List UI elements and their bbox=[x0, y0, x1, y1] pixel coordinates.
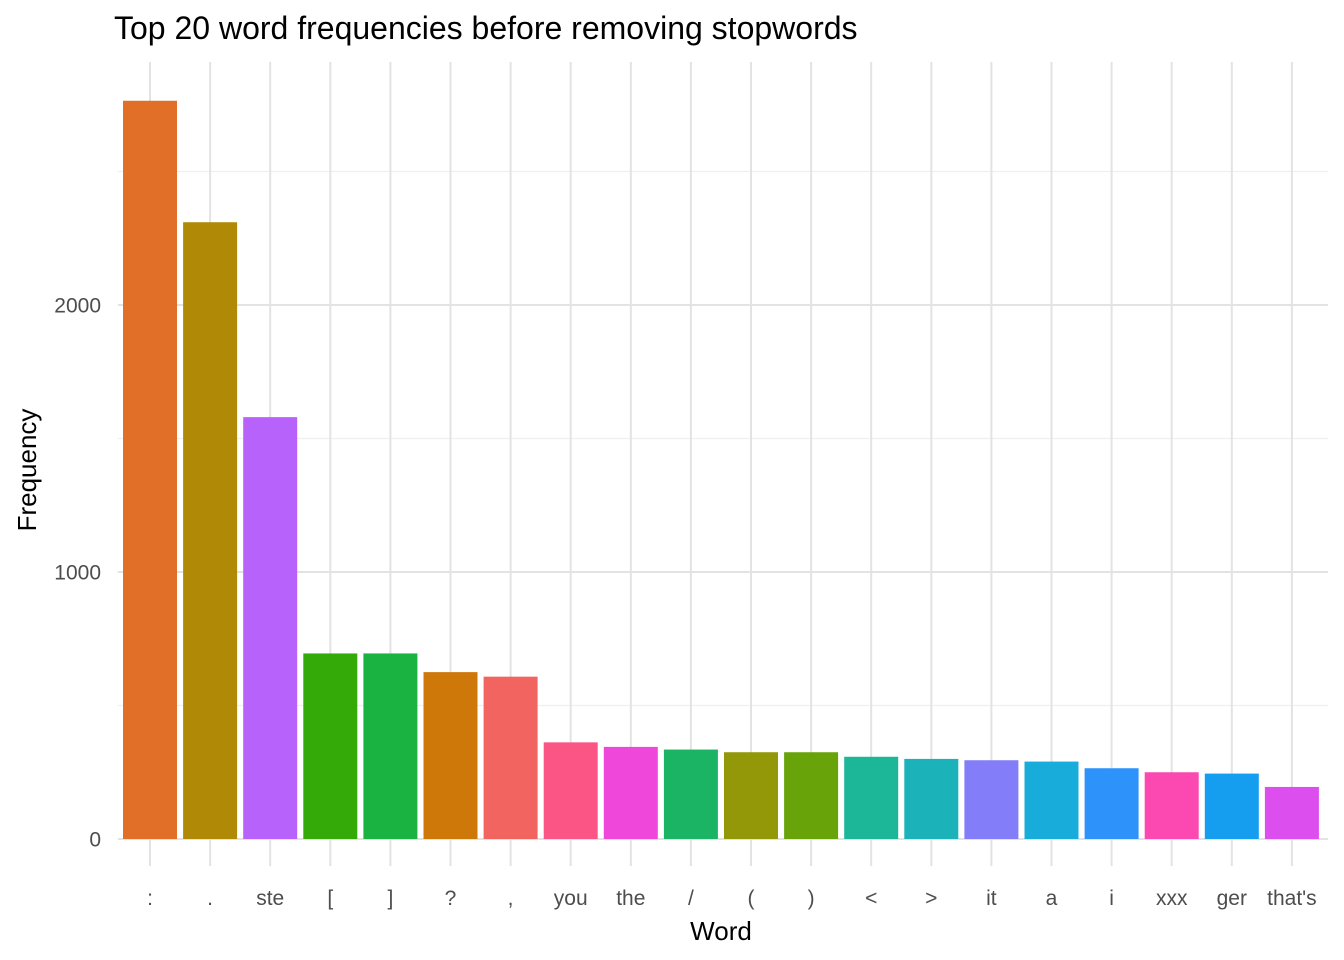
y-tick-label: 1000 bbox=[54, 562, 101, 585]
bar-6 bbox=[483, 676, 538, 839]
x-tick-label: ? bbox=[445, 887, 457, 910]
x-tick-label: . bbox=[207, 887, 213, 910]
bar-8 bbox=[603, 746, 658, 839]
bar-10 bbox=[724, 752, 778, 839]
y-axis-title: Frequency bbox=[12, 409, 42, 532]
x-tick-label: ger bbox=[1217, 887, 1247, 910]
y-tick-labels: 0 1000 2000 bbox=[54, 295, 101, 852]
y-tick-label: 2000 bbox=[54, 295, 101, 318]
bar-19 bbox=[1264, 786, 1319, 839]
x-tick-label: a bbox=[1046, 887, 1058, 910]
x-tick-label: xxx bbox=[1156, 887, 1188, 910]
bar-7 bbox=[543, 742, 598, 839]
x-axis-title: Word bbox=[690, 916, 752, 946]
bar-3 bbox=[303, 653, 358, 839]
bars bbox=[123, 100, 1319, 840]
bar-0 bbox=[123, 100, 177, 840]
bar-4 bbox=[363, 653, 418, 839]
x-tick-label: [ bbox=[327, 887, 333, 910]
x-tick-label: it bbox=[986, 887, 997, 910]
bar-9 bbox=[663, 749, 718, 839]
bar-16 bbox=[1084, 768, 1139, 839]
y-tick-label: 0 bbox=[89, 829, 101, 852]
bar-15 bbox=[1024, 761, 1079, 839]
x-tick-label: ] bbox=[387, 887, 393, 910]
x-tick-label: ) bbox=[808, 887, 815, 910]
bar-1 bbox=[183, 222, 238, 840]
x-tick-label: > bbox=[925, 887, 937, 910]
x-tick-label: you bbox=[554, 887, 588, 910]
x-tick-label: ste bbox=[256, 887, 284, 910]
x-tick-labels: :. ste []?, you the / () < > it a i xxx ger that's bbox=[147, 887, 1317, 910]
x-tick-label: the bbox=[616, 887, 645, 910]
x-tick-label: , bbox=[508, 887, 514, 910]
bar-17 bbox=[1144, 772, 1199, 839]
bar-13 bbox=[904, 758, 959, 839]
x-tick-label: < bbox=[865, 887, 877, 910]
x-tick-label: i bbox=[1109, 887, 1114, 910]
x-tick-label: : bbox=[147, 887, 153, 910]
x-tick-label: ( bbox=[748, 887, 755, 910]
bar-14 bbox=[964, 760, 1019, 839]
grid-lines bbox=[118, 62, 1328, 866]
bar-2 bbox=[243, 417, 298, 839]
bar-18 bbox=[1204, 773, 1259, 839]
bar-12 bbox=[844, 756, 899, 839]
x-tick-label: / bbox=[688, 887, 694, 910]
chart-title: Top 20 word frequencies before removing … bbox=[114, 10, 858, 46]
bar-5 bbox=[423, 672, 478, 839]
bar-11 bbox=[784, 752, 839, 839]
x-tick-label: that's bbox=[1267, 887, 1317, 910]
